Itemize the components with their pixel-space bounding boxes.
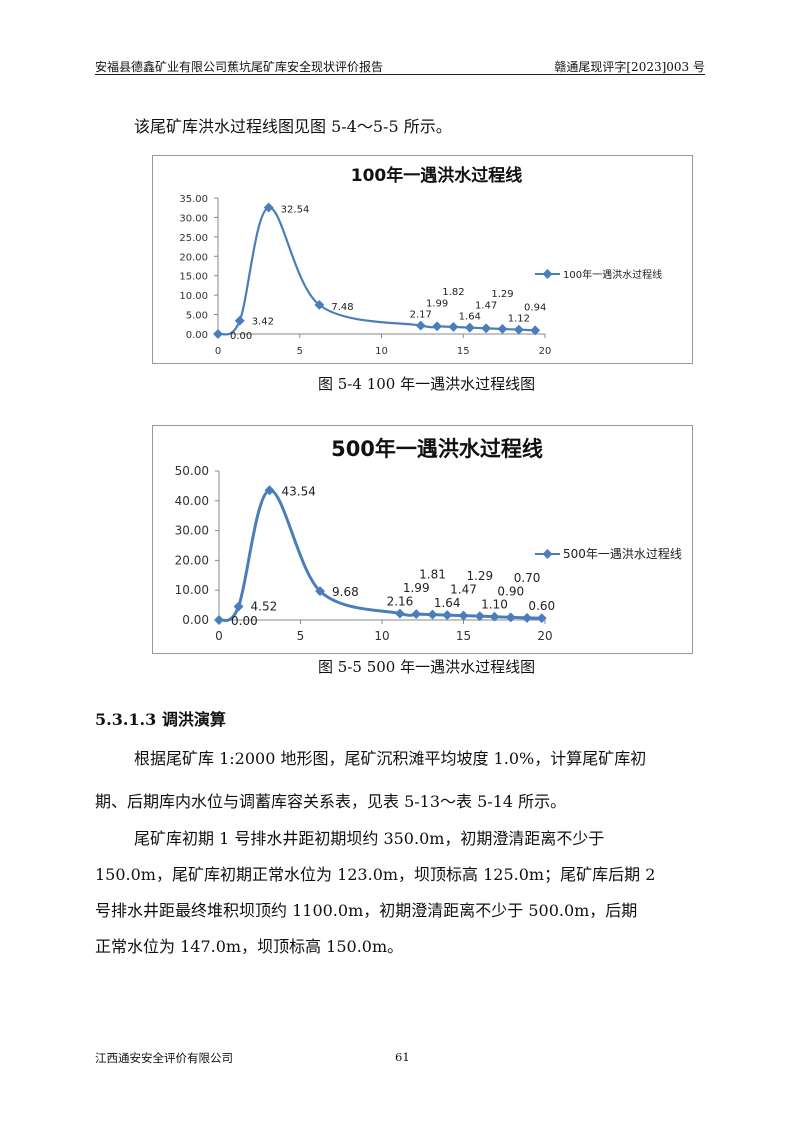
data-point (314, 299, 325, 310)
y-tick-label: 5.00 (186, 311, 208, 322)
data-point (442, 610, 453, 621)
x-tick-label: 0 (215, 629, 223, 643)
data-label: 2.16 (387, 595, 414, 609)
section-heading: 5.3.1.3 调洪演算 (95, 710, 226, 729)
y-tick-label: 30.00 (175, 524, 209, 538)
data-label: 1.10 (481, 598, 508, 612)
data-point (233, 601, 244, 612)
x-tick-label: 20 (537, 629, 552, 643)
data-label: 0.94 (524, 302, 546, 313)
page-number: 61 (395, 1050, 410, 1064)
data-point (214, 615, 224, 625)
data-point (464, 322, 475, 333)
series-line (217, 206, 536, 336)
footer-company: 江西通安安全评价有限公司 (95, 1051, 233, 1065)
data-point (448, 321, 459, 332)
chart-500yr: 500年一遇洪水过程线 0.00 10.00 20.00 30.00 40.00 50.00… (152, 425, 693, 654)
y-tick-label: 10.00 (179, 291, 208, 302)
paragraph-line: 根据尾矿库 1:2000 地形图，尾矿沉积滩平均坡度 1.0%，计算尾矿库初 (134, 749, 647, 768)
data-label: 1.12 (508, 314, 530, 325)
data-point (234, 315, 245, 326)
figure-caption-5-5: 图 5-5 500 年一遇洪水过程线图 (318, 658, 536, 676)
data-label: 1.29 (491, 289, 513, 300)
x-tick-label: 10 (374, 629, 389, 643)
data-label: 0.00 (231, 614, 258, 628)
legend-label: 100年一遇洪水过程线 (563, 268, 662, 281)
y-tick-label: 15.00 (179, 272, 208, 283)
data-point (505, 612, 516, 623)
data-point (481, 323, 492, 334)
data-label: 1.47 (475, 300, 497, 311)
data-label: 1.64 (434, 596, 461, 610)
x-tick-label: 15 (456, 629, 471, 643)
y-tick-label: 35.00 (179, 194, 208, 205)
data-label: 0.90 (497, 584, 524, 598)
data-label: 0.00 (230, 331, 252, 342)
x-tick-label: 5 (297, 346, 303, 357)
data-label: 1.47 (450, 583, 477, 597)
data-label: 43.54 (282, 484, 316, 498)
x-tick-label: 0 (215, 346, 221, 357)
data-label: 4.52 (251, 600, 278, 614)
y-tick-label: 50.00 (175, 464, 209, 478)
y-tick-label: 25.00 (179, 233, 208, 244)
legend-marker (542, 269, 553, 279)
data-point (497, 324, 508, 334)
x-tick-label: 15 (457, 346, 470, 357)
paragraph-line: 正常水位为 147.0m，坝顶标高 150.0m。 (95, 937, 404, 956)
data-label: 1.64 (459, 312, 481, 323)
y-tick-label: 40.00 (175, 494, 209, 508)
data-label: 2.17 (410, 310, 432, 321)
data-label: 0.70 (514, 571, 541, 585)
data-label: 1.82 (442, 287, 464, 298)
data-point (432, 321, 443, 332)
data-point (530, 325, 541, 336)
y-tick-label: 0.00 (186, 330, 208, 341)
x-tick-label: 5 (297, 629, 305, 643)
y-tick-label: 0.00 (182, 613, 209, 627)
data-label: 3.42 (252, 317, 274, 328)
y-tick-label: 20.00 (175, 553, 209, 567)
chart-500yr-svg: 500年一遇洪水过程线0.0010.0020.0030.0040.0050.00… (175, 437, 682, 643)
y-tick-label: 10.00 (175, 583, 209, 597)
y-tick-label: 20.00 (179, 252, 208, 263)
x-tick-label: 20 (539, 346, 552, 357)
data-label: 1.99 (403, 581, 430, 595)
data-label: 9.68 (332, 585, 359, 599)
data-point (513, 324, 524, 335)
paragraph-line: 号排水井距最终堆积坝顶约 1100.0m，初期澄清距离不少于 500.0m，后期 (95, 901, 638, 920)
data-point (411, 609, 422, 620)
intro-text: 该尾矿库洪水过程线图见图 5-4～5-5 所示。 (134, 117, 452, 136)
header-divider (95, 74, 705, 75)
paragraph-line: 期、后期库内水位与调蓄库容关系表，见表 5-13～表 5-14 所示。 (95, 792, 567, 811)
data-label: 1.81 (419, 568, 446, 582)
legend-label: 500年一遇洪水过程线 (563, 546, 682, 561)
header-right: 赣通尾现评字[2023]003 号 (554, 60, 705, 74)
header-left: 安福县德鑫矿业有限公司蕉坑尾矿库安全现状评价报告 (95, 60, 384, 74)
y-tick-label: 30.00 (179, 213, 208, 224)
paragraph-line: 150.0m，尾矿库初期正常水位为 123.0m，坝顶标高 125.0m；尾矿库… (95, 865, 656, 884)
data-label: 7.48 (331, 302, 353, 313)
data-point (536, 613, 547, 624)
data-point (415, 320, 426, 331)
x-tick-label: 10 (375, 346, 388, 357)
data-point (394, 608, 405, 619)
chart-title: 500年一遇洪水过程线 (331, 437, 543, 461)
data-point (522, 612, 533, 623)
data-label: 1.29 (466, 569, 493, 583)
data-point (213, 329, 223, 339)
chart-100yr: 100年一遇洪水过程线 0.00 5.00 10.00 15.00 20.00 25.00 3… (152, 155, 693, 364)
chart-100yr-svg: 100年一遇洪水过程线 0.00 5.00 10.00 15.00 20.00 25.00 3… (179, 165, 662, 357)
figure-caption-5-4: 图 5-4 100 年一遇洪水过程线图 (318, 375, 536, 393)
chart-title: 100年一遇洪水过程线 (351, 165, 523, 186)
data-point (458, 610, 469, 621)
legend-marker (542, 549, 553, 559)
data-label: 32.54 (281, 205, 310, 216)
data-label: 1.99 (426, 298, 448, 309)
paragraph-line: 尾矿库初期 1 号排水井距初期坝约 350.0m，初期澄清距离不少于 (134, 829, 605, 848)
data-label: 0.60 (528, 599, 555, 613)
data-point (427, 609, 438, 620)
